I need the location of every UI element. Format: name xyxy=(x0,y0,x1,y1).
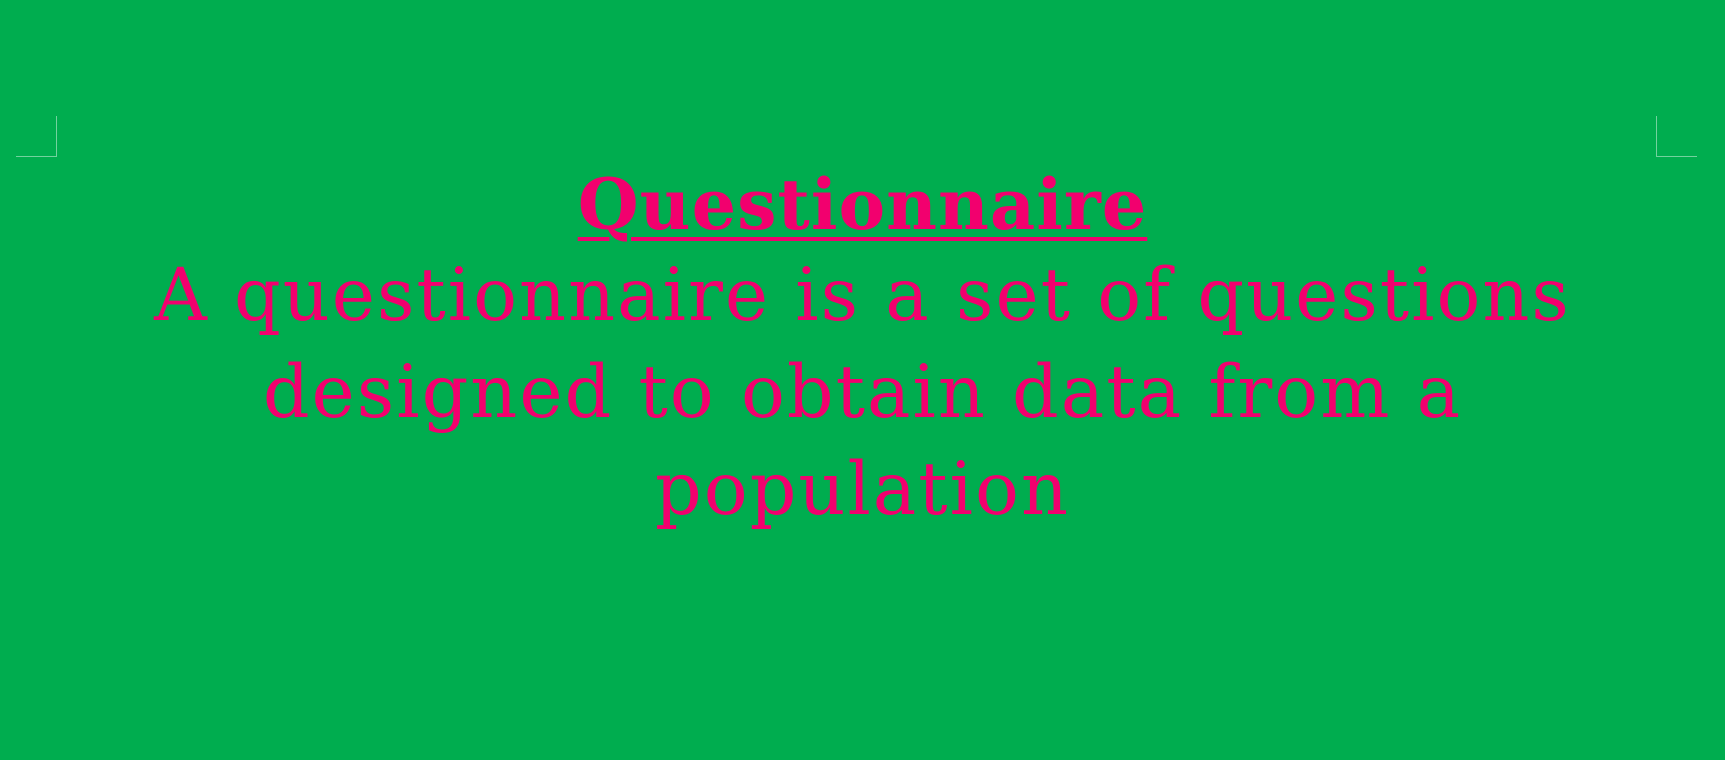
page-corner-mark-right xyxy=(1656,116,1697,157)
document-content: Questionnaire A questionnaire is a set o… xyxy=(0,165,1725,538)
page-corner-mark-left xyxy=(16,116,57,157)
definition-paragraph: A questionnaire is a set of questions de… xyxy=(154,253,1571,532)
document-title: Questionnaire xyxy=(577,163,1148,246)
